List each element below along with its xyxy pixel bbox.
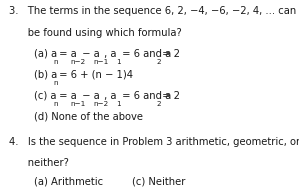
Text: n: n: [53, 80, 58, 86]
Text: n−2: n−2: [94, 101, 109, 107]
Text: 1: 1: [116, 101, 121, 107]
Text: (a) Arithmetic: (a) Arithmetic: [34, 177, 103, 187]
Text: 4.   Is the sequence in Problem 3 arithmetic, geometric, or: 4. Is the sequence in Problem 3 arithmet…: [9, 137, 299, 146]
Text: 3.   The terms in the sequence 6, 2, −4, −6, −2, 4, ... can: 3. The terms in the sequence 6, 2, −4, −…: [9, 6, 296, 16]
Text: = 2: = 2: [159, 91, 180, 101]
Text: − a: − a: [79, 91, 99, 101]
Text: be found using which formula?: be found using which formula?: [9, 28, 182, 38]
Text: 1: 1: [116, 59, 121, 65]
Text: , a: , a: [101, 91, 117, 101]
Text: = 6 and a: = 6 and a: [119, 91, 171, 101]
Text: n−2: n−2: [71, 59, 86, 65]
Text: = 6 + (n − 1)4: = 6 + (n − 1)4: [56, 70, 133, 80]
Text: n: n: [53, 101, 58, 107]
Text: − a: − a: [79, 49, 99, 59]
Text: = a: = a: [56, 49, 77, 59]
Text: (a) a: (a) a: [34, 49, 57, 59]
Text: 2: 2: [156, 59, 161, 65]
Text: n−1: n−1: [94, 59, 109, 65]
Text: , a: , a: [101, 49, 117, 59]
Text: (b) a: (b) a: [34, 70, 58, 80]
Text: n−1: n−1: [71, 101, 86, 107]
Text: (d) None of the above: (d) None of the above: [34, 112, 144, 122]
Text: 2: 2: [156, 101, 161, 107]
Text: = 2: = 2: [159, 49, 180, 59]
Text: (c) Neither: (c) Neither: [132, 177, 185, 187]
Text: (c) a: (c) a: [34, 91, 57, 101]
Text: = a: = a: [56, 91, 77, 101]
Text: neither?: neither?: [9, 158, 69, 168]
Text: = 6 and a: = 6 and a: [119, 49, 171, 59]
Text: n: n: [53, 59, 58, 65]
